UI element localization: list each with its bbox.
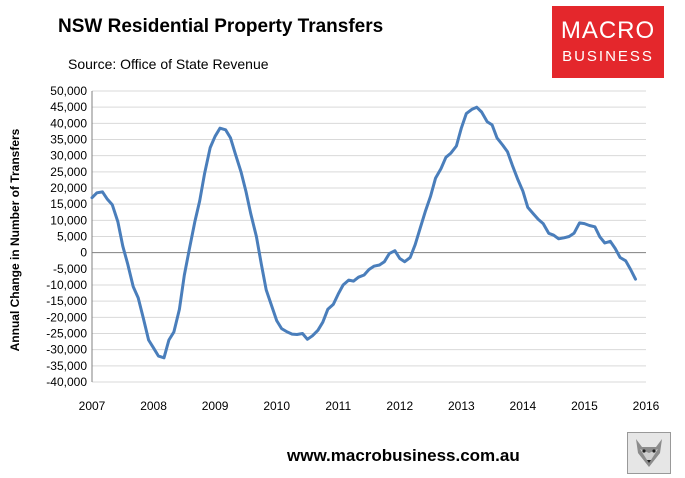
y-tick-label: -10,000: [46, 278, 87, 292]
y-tick-label: -20,000: [46, 310, 87, 324]
x-tick-label: 2011: [325, 399, 351, 413]
wolf-logo-icon: [627, 432, 671, 474]
x-tick-label: 2008: [140, 399, 167, 413]
y-tick-label: -40,000: [46, 375, 87, 389]
x-tick-label: 2012: [386, 399, 413, 413]
y-tick-label: 50,000: [50, 84, 87, 98]
y-tick-label: 15,000: [50, 197, 87, 211]
series-line: [90, 105, 637, 360]
x-tick-label: 2015: [571, 399, 598, 413]
y-tick-label: -15,000: [46, 294, 87, 308]
chart-title: NSW Residential Property Transfers: [58, 16, 384, 37]
y-tick-label: 45,000: [50, 100, 87, 114]
y-tick-label: 35,000: [50, 133, 87, 147]
macrobusiness-logo: MACRO BUSINESS: [552, 6, 664, 78]
y-tick-label: 5,000: [57, 230, 87, 244]
x-tick-label: 2010: [263, 399, 290, 413]
y-tick-label: 30,000: [50, 149, 87, 163]
y-tick-label: -30,000: [46, 343, 87, 357]
x-tick-label: 2009: [202, 399, 229, 413]
y-tick-label: 10,000: [50, 213, 87, 227]
y-tick-label: 20,000: [50, 181, 87, 195]
y-tick-label: 40,000: [50, 116, 87, 130]
y-tick-label: 0: [80, 246, 87, 260]
y-tick-label: -25,000: [46, 327, 87, 341]
y-tick-label: -5,000: [53, 262, 87, 276]
x-tick-label: 2007: [79, 399, 106, 413]
y-tick-label: 25,000: [50, 165, 87, 179]
footer-url[interactable]: www.macrobusiness.com.au: [287, 446, 520, 465]
y-tick-label: -35,000: [46, 359, 87, 373]
x-tick-label: 2014: [510, 399, 537, 413]
x-tick-label: 2016: [633, 399, 660, 413]
logo-line-2: BUSINESS: [562, 48, 654, 65]
x-tick-label: 2013: [448, 399, 475, 413]
logo-line-1: MACRO: [560, 17, 656, 44]
chart-source: Source: Office of State Revenue: [68, 56, 269, 72]
